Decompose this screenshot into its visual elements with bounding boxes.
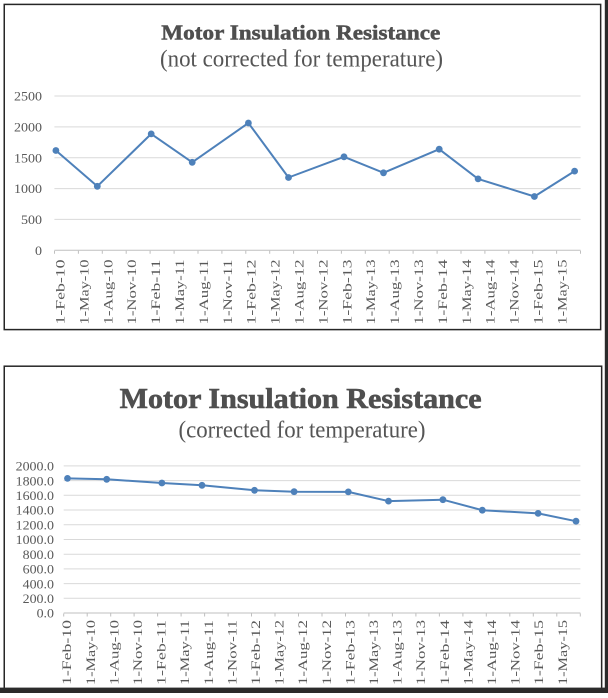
svg-text:1-May-10: 1-May-10 — [84, 620, 98, 685]
svg-text:1-Feb-11: 1-Feb-11 — [149, 260, 163, 325]
svg-text:1-Feb-15: 1-Feb-15 — [532, 260, 546, 325]
svg-text:1-Nov-12: 1-Nov-12 — [320, 620, 334, 685]
svg-text:1-Aug-12: 1-Aug-12 — [293, 260, 307, 325]
svg-text:1-Feb-13: 1-Feb-13 — [340, 260, 354, 325]
svg-text:1-Feb-15: 1-Feb-15 — [532, 620, 546, 685]
svg-text:800.0: 800.0 — [23, 547, 54, 562]
svg-text:500: 500 — [21, 212, 42, 227]
svg-text:(not corrected for temperature: (not corrected for temperature) — [160, 46, 443, 72]
svg-text:1000.0: 1000.0 — [16, 532, 54, 547]
svg-text:1-Feb-10: 1-Feb-10 — [60, 620, 74, 685]
svg-text:1-Aug-14: 1-Aug-14 — [485, 619, 499, 685]
svg-text:1-Feb-14: 1-Feb-14 — [436, 258, 450, 324]
svg-text:1-Feb-10: 1-Feb-10 — [54, 260, 68, 325]
svg-text:2500: 2500 — [14, 89, 42, 104]
svg-text:2000: 2000 — [14, 120, 42, 135]
svg-text:1-Aug-10: 1-Aug-10 — [101, 260, 115, 325]
svg-text:1-Aug-14: 1-Aug-14 — [484, 259, 498, 325]
svg-text:1-Aug-12: 1-Aug-12 — [296, 620, 310, 685]
svg-text:1-Nov-12: 1-Nov-12 — [316, 260, 330, 325]
svg-text:1-May-10: 1-May-10 — [77, 260, 91, 325]
svg-text:Motor Insulation Resistance: Motor Insulation Resistance — [161, 21, 440, 45]
svg-text:600.0: 600.0 — [23, 562, 54, 577]
svg-text:1-Nov-11: 1-Nov-11 — [225, 620, 239, 685]
svg-text:1-May-14: 1-May-14 — [460, 259, 474, 325]
svg-text:1-Nov-10: 1-Nov-10 — [131, 620, 145, 685]
svg-text:400.0: 400.0 — [23, 576, 54, 591]
svg-text:200.0: 200.0 — [23, 591, 54, 606]
svg-text:1-Feb-13: 1-Feb-13 — [343, 620, 357, 685]
svg-text:1-Feb-11: 1-Feb-11 — [155, 620, 169, 685]
svg-text:Motor Insulation Resistance: Motor Insulation Resistance — [120, 383, 482, 415]
svg-text:1-Feb-12: 1-Feb-12 — [245, 260, 259, 325]
svg-text:1500: 1500 — [14, 150, 42, 165]
svg-text:1-Aug-13: 1-Aug-13 — [391, 620, 405, 685]
svg-text:1600.0: 1600.0 — [16, 488, 54, 503]
svg-text:1-Nov-14: 1-Nov-14 — [508, 259, 522, 325]
svg-text:0.0: 0.0 — [37, 606, 54, 621]
svg-text:1400.0: 1400.0 — [16, 503, 54, 518]
svg-text:1-Aug-11: 1-Aug-11 — [197, 260, 211, 325]
svg-text:1-Nov-10: 1-Nov-10 — [125, 260, 139, 325]
svg-text:1200.0: 1200.0 — [16, 517, 54, 532]
svg-text:1-Feb-12: 1-Feb-12 — [249, 620, 263, 685]
svg-text:1000: 1000 — [14, 181, 42, 196]
svg-text:(corrected for temperature): (corrected for temperature) — [179, 418, 426, 444]
svg-text:1-May-13: 1-May-13 — [367, 620, 381, 685]
svg-text:1-Nov-11: 1-Nov-11 — [221, 260, 235, 325]
svg-text:1-Aug-13: 1-Aug-13 — [388, 260, 402, 325]
svg-text:1-Nov-14: 1-Nov-14 — [509, 619, 523, 685]
svg-text:1-May-12: 1-May-12 — [273, 620, 287, 685]
svg-text:1-Aug-10: 1-Aug-10 — [107, 620, 121, 685]
svg-text:1-Feb-14: 1-Feb-14 — [438, 619, 452, 685]
svg-text:1800.0: 1800.0 — [16, 473, 54, 488]
svg-text:2000.0: 2000.0 — [16, 459, 54, 474]
svg-text:1-May-12: 1-May-12 — [269, 260, 283, 325]
svg-text:1-May-13: 1-May-13 — [364, 260, 378, 325]
svg-text:1-Nov-13: 1-Nov-13 — [414, 620, 428, 685]
svg-text:1-Aug-11: 1-Aug-11 — [202, 620, 216, 685]
svg-text:1-May-15: 1-May-15 — [556, 620, 570, 685]
svg-text:1-May-11: 1-May-11 — [178, 620, 192, 685]
svg-text:1-May-14: 1-May-14 — [461, 619, 475, 685]
svg-text:1-May-15: 1-May-15 — [555, 260, 569, 325]
svg-text:1-May-11: 1-May-11 — [173, 260, 187, 325]
svg-text:1-Nov-13: 1-Nov-13 — [412, 260, 426, 325]
svg-text:0: 0 — [35, 243, 42, 258]
